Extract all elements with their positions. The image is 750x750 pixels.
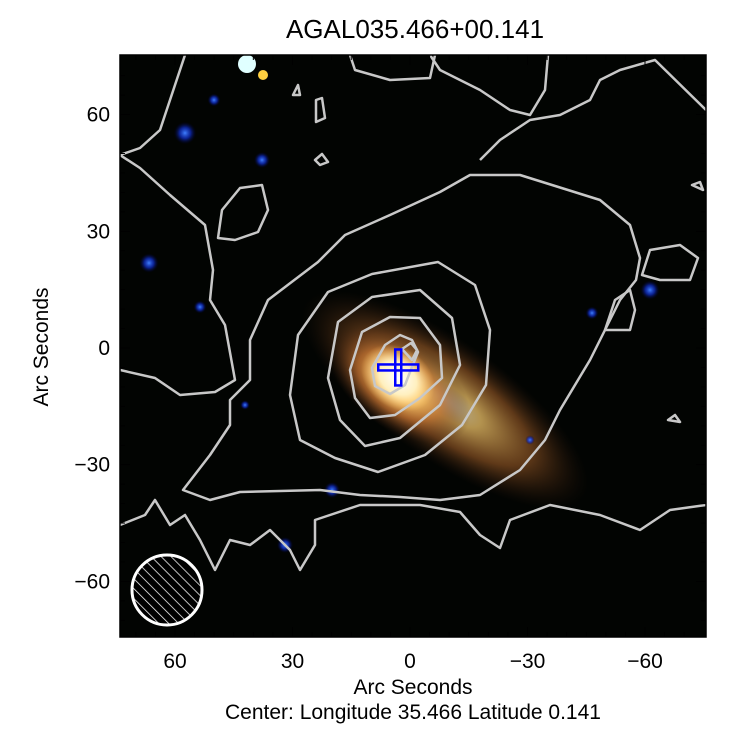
contour xyxy=(288,260,492,474)
star xyxy=(207,93,221,107)
star xyxy=(640,280,660,300)
x-tick-label: −30 xyxy=(510,650,546,673)
contour xyxy=(120,498,706,572)
contour xyxy=(479,58,706,161)
y-tick-label: −30 xyxy=(74,454,110,477)
contour xyxy=(348,315,444,420)
star xyxy=(193,300,207,314)
chart-title: AGAL035.466+00.141 xyxy=(285,14,545,44)
x-tick-label: 30 xyxy=(281,650,304,673)
emission-core xyxy=(360,344,436,412)
cross-marker-bar xyxy=(394,348,403,387)
contour xyxy=(216,183,270,242)
star xyxy=(173,121,197,145)
star xyxy=(254,152,270,168)
x-axis-label: Arc Seconds xyxy=(353,676,473,699)
center-coordinates: Center: Longitude 35.466 Latitude 0.141 xyxy=(225,701,601,724)
x-tick-label: 0 xyxy=(404,650,416,673)
x-tick-label: −60 xyxy=(627,650,663,673)
plot-frame xyxy=(119,54,707,638)
contour xyxy=(181,173,642,502)
contour xyxy=(120,55,187,157)
star xyxy=(324,482,340,498)
contour xyxy=(120,153,237,397)
y-tick-label: −60 xyxy=(74,570,110,593)
contour xyxy=(370,333,420,396)
position-marker xyxy=(377,348,420,387)
y-tick-label: 0 xyxy=(98,337,110,360)
x-tick-label: 60 xyxy=(163,650,186,673)
contour xyxy=(348,55,437,82)
y-tick-label: 30 xyxy=(87,220,110,243)
cross-marker-bar xyxy=(377,363,420,372)
star xyxy=(525,435,535,445)
star xyxy=(139,253,159,273)
contour xyxy=(400,341,419,362)
y-tick-label: 60 xyxy=(87,104,110,127)
contour xyxy=(291,83,330,167)
yellow-star xyxy=(258,70,268,80)
contour xyxy=(428,55,550,117)
contour xyxy=(666,180,705,424)
star xyxy=(240,400,250,410)
contour xyxy=(326,288,462,448)
bright-star xyxy=(238,55,256,73)
star xyxy=(585,306,599,320)
contour xyxy=(640,243,700,282)
beam-icon xyxy=(130,553,204,627)
contour xyxy=(603,288,637,332)
